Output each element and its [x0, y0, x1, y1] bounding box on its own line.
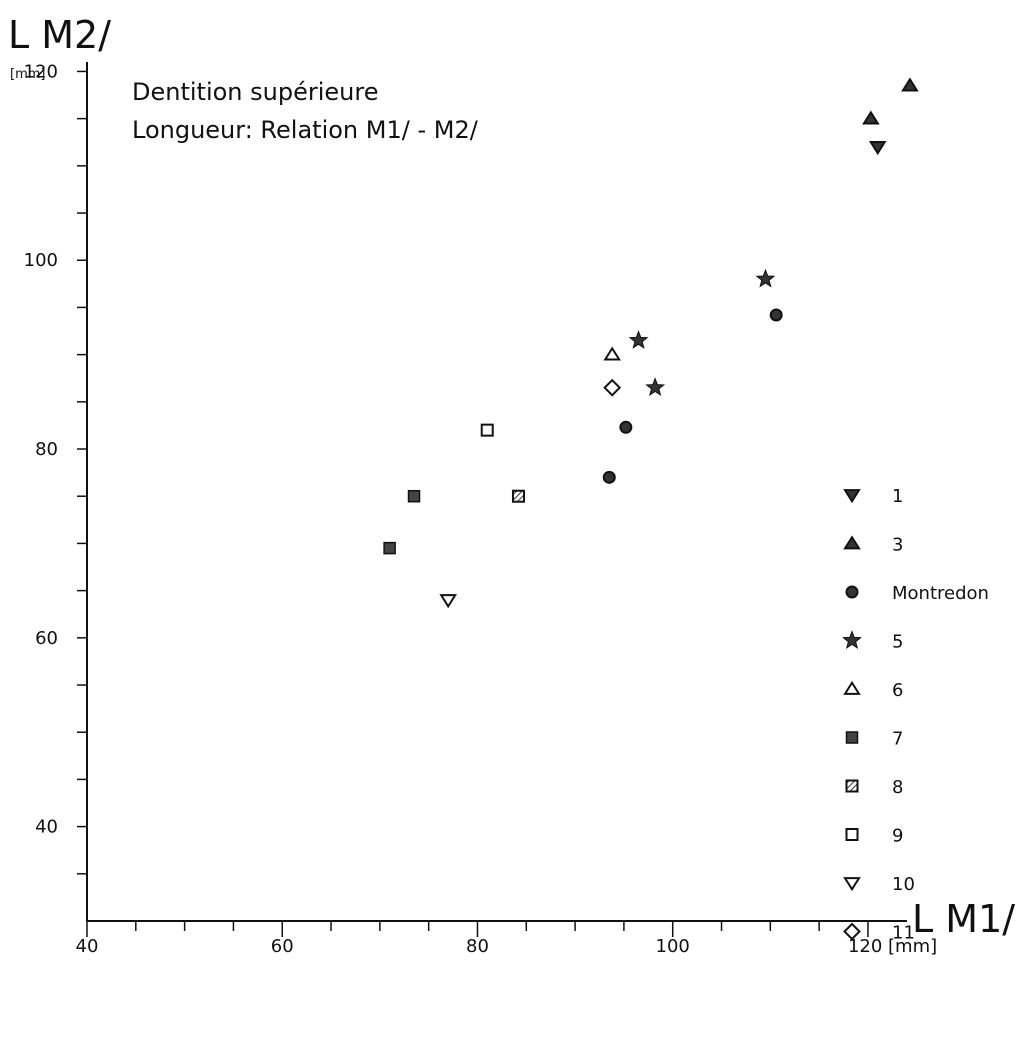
data-point-series-10 — [439, 594, 457, 609]
legend-label: 9 — [892, 826, 903, 847]
y-tick-label: 80 — [35, 439, 58, 460]
legend-label: 11 — [892, 923, 915, 944]
x-axis-label: L M1/ — [912, 897, 1015, 941]
x-tick-label: 60 — [271, 936, 294, 957]
data-point-series-6 — [603, 346, 621, 361]
legend-marker-5 — [842, 630, 862, 649]
y-tick-label: 60 — [35, 628, 58, 649]
x-tick-label: 40 — [76, 936, 99, 957]
legend-label: 6 — [892, 680, 903, 701]
legend-marker-10 — [843, 877, 861, 892]
data-point-series-11 — [603, 378, 622, 397]
legend-label: 10 — [892, 874, 915, 895]
data-point-series-8 — [511, 489, 525, 503]
ticks-layer: 40 60 80 100 120 [mm] 40 60 80 100 120 — [24, 61, 938, 957]
legend-label: 1 — [892, 486, 903, 507]
data-point-series-9 — [480, 423, 494, 437]
legend-label: 7 — [892, 729, 903, 750]
data-point-series-3 — [862, 110, 880, 125]
x-tick-label: 120 [mm] — [848, 936, 937, 957]
legend-marker-montredon — [845, 585, 859, 599]
data-point-series-5 — [628, 330, 649, 349]
legend-marker-8 — [845, 779, 859, 793]
data-point-series-montredon — [602, 470, 616, 484]
legend-label: 5 — [892, 632, 903, 653]
x-tick-label: 100 — [656, 936, 690, 957]
legend-marker-11 — [843, 922, 861, 941]
data-point-series-1 — [868, 141, 887, 156]
data-point-series-5 — [645, 377, 666, 397]
legend-label: 3 — [892, 535, 903, 556]
data-point-series-7 — [383, 541, 396, 555]
chart-title: Dentition supérieure — [132, 78, 378, 106]
legend-marker-6 — [843, 680, 861, 695]
legend-marker-3 — [843, 535, 861, 550]
data-point-series-montredon — [619, 420, 633, 434]
data-point-series-5 — [755, 268, 776, 288]
points-layer — [383, 77, 919, 609]
legend-label: 8 — [892, 777, 903, 798]
legend-marker-9 — [845, 828, 859, 841]
x-tick-label: 80 — [466, 936, 489, 957]
data-point-series-7 — [407, 489, 421, 503]
chart-subtitle: Longueur: Relation M1/ - M2/ — [132, 116, 479, 144]
legend-label: Montredon — [892, 583, 989, 604]
legend: 1 3 Montredon 5 6 7 8 9 10 11 — [842, 486, 989, 944]
data-point-series-3 — [901, 77, 919, 92]
legend-marker-1 — [843, 489, 861, 504]
y-axis-unit: [mm] — [10, 67, 45, 82]
y-tick-label: 40 — [35, 817, 58, 838]
y-tick-label: 120 — [24, 61, 58, 82]
data-point-series-montredon — [769, 308, 783, 322]
legend-marker-7 — [845, 731, 859, 744]
y-axis-label: L M2/ — [8, 13, 111, 57]
y-tick-label: 100 — [24, 250, 58, 271]
